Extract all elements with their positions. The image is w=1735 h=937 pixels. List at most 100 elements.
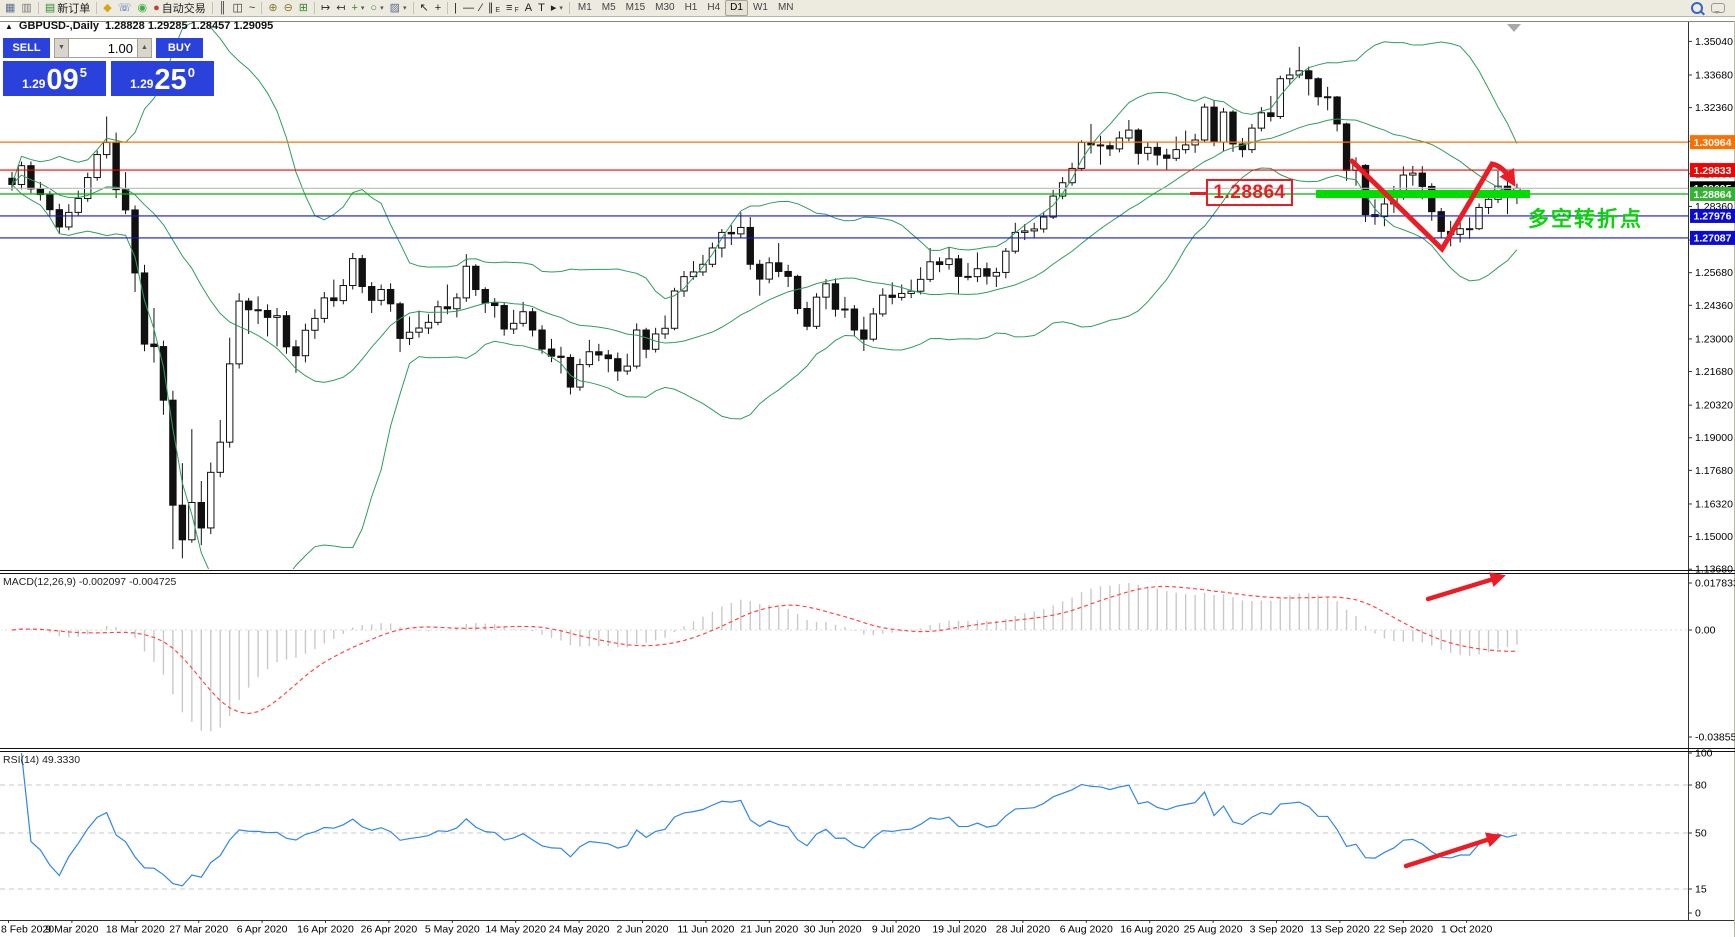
search-icon[interactable] [1691, 2, 1703, 14]
buy-price-big: 25 [154, 64, 187, 96]
timeframe-mn[interactable]: MN [777, 2, 794, 13]
macd-trend-arrow[interactable] [1425, 572, 1506, 602]
toolbar-right [1691, 2, 1733, 14]
crosshair-button[interactable]: + [432, 1, 444, 16]
chart-annotations[interactable] [1316, 158, 1530, 254]
price-axis-labels[interactable]: 1.350401.336801.323601.310001.296801.283… [1688, 36, 1733, 576]
timeframe-m15[interactable]: M15 [625, 2, 646, 13]
candlestick-chart-button[interactable]: ◫ [230, 1, 246, 16]
chart-title: ▲ GBPUSD-,Daily 1.28828 1.29285 1.28457 … [5, 20, 273, 32]
timeframe-h4[interactable]: H4 [707, 2, 721, 13]
dropdown-caret-icon[interactable]: ▾ [380, 5, 384, 12]
text-label-button[interactable]: T [535, 1, 548, 16]
zoom-in-button[interactable]: ⊕ [265, 1, 280, 16]
autotrading-button[interactable]: ● 自动交易 [150, 1, 209, 16]
turning-point-annotation[interactable]: 多空转折点 [1528, 208, 1643, 231]
new-order-button-label: 新订单 [57, 3, 91, 15]
print-preview-button[interactable]: ▥ [18, 1, 34, 16]
svg-text:1.21680: 1.21680 [1695, 366, 1733, 378]
history-center-button[interactable]: ◆ [100, 1, 114, 16]
svg-text:9 Jul 2020: 9 Jul 2020 [872, 924, 921, 936]
history-center-icon: ◆ [103, 1, 112, 14]
buy-price-prefix: 1.29 [130, 77, 154, 91]
vertical-line-button[interactable]: | [451, 1, 460, 16]
macd-plot [1, 583, 1687, 732]
macd-axis-labels[interactable]: 0.017833 0.00 -0.038559 [1688, 578, 1735, 744]
buy-button[interactable]: BUY [156, 38, 203, 58]
svg-text:16 Apr 2020: 16 Apr 2020 [297, 924, 354, 936]
bar-chart-button[interactable]: ║ [216, 1, 230, 16]
signals-button[interactable]: ◉ [134, 1, 150, 16]
arrows-button[interactable]: ▸ ▾ [548, 1, 566, 16]
crosshair-icon: + [434, 1, 442, 14]
volume-decrease-button[interactable]: ▼ [54, 38, 69, 58]
dropdown-caret-icon[interactable]: ▾ [559, 5, 563, 12]
ohlc-values: 1.28828 1.29285 1.28457 1.29095 [105, 20, 274, 32]
horizontal-line-button[interactable]: — [460, 1, 477, 16]
toolbar-separator [37, 2, 39, 14]
timeframe-h1[interactable]: H1 [684, 2, 698, 13]
timeframe-m5[interactable]: M5 [601, 2, 616, 13]
support-zone-bar[interactable] [1316, 190, 1530, 199]
timeframe-w1[interactable]: W1 [752, 2, 768, 13]
dropdown-caret-icon[interactable]: ▾ [360, 5, 365, 12]
cursor-button[interactable]: ↖ [417, 1, 432, 16]
chart-shift-button[interactable]: ↤ [333, 1, 348, 16]
chart-shift-marker-icon[interactable] [1507, 24, 1521, 32]
svg-text:1.27976: 1.27976 [1694, 211, 1732, 223]
trendline-button[interactable]: ∕ [477, 1, 485, 16]
fibonacci-icon: ≡ [506, 1, 513, 14]
svg-text:100: 100 [1695, 748, 1713, 760]
buy-price-tile[interactable]: 1.29 25 0 [111, 61, 214, 96]
price-callout-text[interactable]: 1.28864 [1206, 179, 1293, 206]
chart-shift-icon: ↤ [336, 1, 346, 14]
periods-button[interactable]: ○ ▾ [367, 1, 386, 16]
line-chart-button[interactable]: ~ [246, 1, 258, 16]
new-order-button[interactable]: ▤ 新订单 [42, 1, 93, 16]
rsi-axis-labels[interactable]: 100 80 50 15 0 [1688, 748, 1713, 920]
toolbar-buttons: ▦ ▥ ▤ 新订单 ◆ ☏ ◉ ● 自动交易 ║ ◫ ~ ⊕ ⊖ ⊞ ↦ ↤ + ▾ ○ ▾ ▨ ▾ ↖ + | — ∕ ∥ E ≡ F A T ▸… [2, 0, 799, 16]
icon-subscript: F [514, 7, 519, 14]
toolbar-separator [568, 2, 570, 14]
zoom-out-button[interactable]: ⊖ [281, 1, 296, 16]
trend-zigzag-arrow[interactable] [1349, 158, 1516, 254]
templates-button[interactable]: ▨ ▾ [387, 1, 410, 16]
svg-text:18 Mar 2020: 18 Mar 2020 [106, 924, 165, 936]
autotrading-icon: ● [153, 1, 160, 14]
svg-text:13 Sep 2020: 13 Sep 2020 [1310, 924, 1370, 936]
dropdown-caret-icon[interactable]: ▾ [402, 5, 407, 12]
svg-text:6 Aug 2020: 6 Aug 2020 [1060, 924, 1113, 936]
svg-text:19 Jul 2020: 19 Jul 2020 [932, 924, 986, 936]
channel-button[interactable]: ∥ E [485, 1, 503, 16]
tile-windows-button[interactable]: ⊞ [296, 1, 311, 16]
mql5-community-button[interactable]: ☏ [115, 1, 135, 16]
svg-text:1.23000: 1.23000 [1695, 333, 1733, 345]
chart-window-button[interactable]: ▦ [2, 1, 18, 16]
sell-button[interactable]: SELL [3, 38, 50, 58]
volume-increase-button[interactable]: ▲ [137, 38, 152, 58]
sell-price-tile[interactable]: 1.29 09 5 [3, 61, 106, 96]
toolbar-separator [412, 2, 414, 14]
timeframe-d1[interactable]: D1 [725, 0, 748, 16]
svg-text:24 May 2020: 24 May 2020 [549, 924, 610, 936]
text-button[interactable]: A [522, 1, 535, 16]
chat-icon[interactable] [1711, 3, 1725, 14]
toolbar-separator [314, 2, 316, 14]
timeframe-m1[interactable]: M1 [577, 2, 592, 13]
buy-price-sup: 0 [187, 65, 195, 80]
toolbar-separator [447, 2, 449, 14]
price-chip-1.27976 [1690, 208, 1735, 223]
mql5-community-icon: ☏ [117, 1, 132, 14]
auto-scroll-button[interactable]: ↦ [318, 1, 333, 16]
indicators-button[interactable]: + ▾ [348, 1, 367, 16]
timeframe-m30[interactable]: M30 [655, 2, 675, 13]
arrows-icon: ▸ [550, 1, 557, 14]
rsi-trend-arrow[interactable] [1403, 832, 1502, 869]
svg-text:1.20320: 1.20320 [1695, 400, 1733, 412]
tile-windows-icon: ⊞ [298, 1, 309, 14]
volume-input[interactable] [69, 38, 137, 58]
fibonacci-button[interactable]: ≡ F [503, 1, 522, 16]
icon-subscript: E [495, 7, 501, 14]
